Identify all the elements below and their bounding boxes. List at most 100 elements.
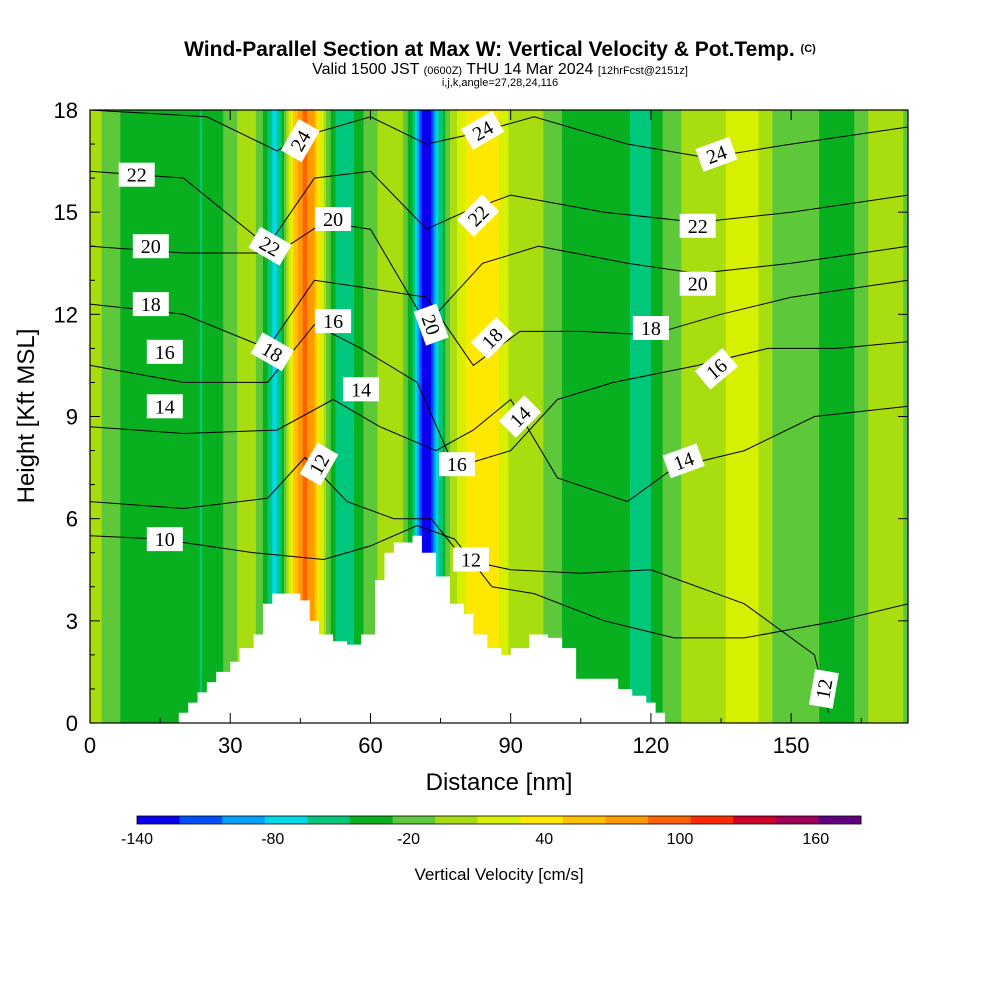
svg-text:16: 16: [447, 454, 467, 476]
velocity-cell: [688, 110, 692, 723]
velocity-cell: [714, 110, 717, 723]
velocity-cell: [590, 110, 594, 723]
velocity-cell: [118, 110, 121, 723]
velocity-cell: [237, 110, 241, 723]
y-axis-label: Height [Kft MSL]: [13, 329, 40, 504]
velocity-cell: [555, 110, 559, 723]
velocity-cell: [351, 110, 355, 723]
velocity-cell: [548, 110, 552, 723]
y-axis: 0 3 6 9 12 15 18: [54, 98, 908, 736]
velocity-cell: [662, 110, 666, 723]
velocity-cell: [393, 110, 397, 723]
velocity-cell: [328, 110, 332, 723]
velocity-cell: [412, 110, 416, 723]
velocity-cell: [307, 110, 311, 723]
velocity-cell: [681, 110, 685, 723]
velocity-cell: [143, 110, 147, 723]
velocity-cell: [470, 110, 474, 723]
velocity-cell: [751, 110, 755, 723]
velocity-cell: [452, 110, 456, 723]
velocity-cell: [809, 110, 813, 723]
colorbar-tick-label: 40: [535, 831, 553, 848]
velocity-cell: [749, 110, 753, 723]
velocity-cell: [494, 110, 498, 723]
velocity-cell: [788, 110, 792, 723]
velocity-cell: [354, 110, 358, 723]
velocity-cell: [685, 110, 689, 723]
colorbar-swatch: [179, 816, 223, 824]
velocity-cell: [122, 110, 126, 723]
x-axis-label: Distance [nm]: [426, 769, 573, 796]
contour-label: 10: [146, 527, 183, 552]
velocity-cell: [129, 110, 133, 723]
contour-label: 22: [118, 162, 155, 187]
colorbar-swatch: [435, 816, 479, 824]
velocity-cell: [851, 110, 855, 723]
velocity-cell: [875, 110, 879, 723]
contour-label: 14: [343, 377, 380, 402]
contour-label: 16: [146, 339, 183, 364]
colorbar-swatch: [648, 816, 692, 824]
velocity-cell: [440, 110, 444, 723]
velocity-cell: [683, 110, 687, 723]
velocity-cell: [340, 110, 344, 723]
svg-text:12: 12: [812, 677, 837, 701]
velocity-cell: [625, 110, 629, 723]
velocity-cell: [365, 110, 369, 723]
velocity-cell: [405, 110, 409, 723]
velocity-cell: [641, 110, 645, 723]
velocity-cell: [461, 110, 465, 723]
velocity-cell: [744, 110, 748, 723]
velocity-cell: [244, 110, 248, 723]
velocity-cell: [583, 110, 587, 723]
velocity-cell: [840, 110, 844, 723]
velocity-cell: [468, 110, 472, 723]
velocity-cell: [856, 110, 860, 723]
velocity-cell: [417, 110, 421, 723]
velocity-cell: [447, 110, 451, 723]
velocity-cell: [225, 110, 229, 723]
velocity-cell: [298, 110, 301, 723]
velocity-cell: [742, 110, 745, 723]
velocity-cell: [449, 110, 453, 723]
velocity-cell: [550, 110, 554, 723]
velocity-cell: [379, 110, 383, 723]
velocity-cell: [627, 110, 631, 723]
svg-text:20: 20: [141, 236, 161, 258]
contour-label: 22: [679, 213, 716, 238]
velocity-cell: [260, 110, 264, 723]
velocity-cell: [828, 110, 832, 723]
svg-text:16: 16: [323, 311, 343, 333]
velocity-cell: [601, 110, 605, 723]
velocity-cell: [232, 110, 236, 723]
velocity-cell: [634, 110, 638, 723]
velocity-cell: [877, 110, 881, 723]
velocity-cell: [538, 110, 542, 723]
velocity-cell: [115, 110, 119, 723]
velocity-cell: [368, 110, 372, 723]
velocity-cell: [664, 110, 668, 723]
contour-label: 16: [315, 309, 352, 334]
velocity-cell: [227, 110, 231, 723]
velocity-cell: [765, 110, 769, 723]
velocity-cell: [632, 110, 636, 723]
velocity-cell: [274, 110, 278, 723]
colorbar: [136, 815, 862, 825]
velocity-cell: [639, 110, 643, 723]
colorbar-tick-label: -140: [121, 831, 153, 848]
velocity-cell: [419, 110, 423, 723]
svg-text:18: 18: [641, 318, 661, 340]
velocity-cell: [487, 110, 491, 723]
velocity-cell: [594, 110, 598, 723]
velocity-cell: [571, 110, 575, 723]
velocity-cell: [781, 110, 785, 723]
velocity-cell: [262, 110, 266, 723]
velocity-cell: [398, 110, 402, 723]
velocity-cell: [410, 110, 414, 723]
velocity-cell: [489, 110, 493, 723]
velocity-cell: [786, 110, 790, 723]
velocity-cell: [849, 110, 853, 723]
colorbar-swatch: [520, 816, 564, 824]
velocity-cell: [807, 110, 811, 723]
velocity-cell: [835, 110, 839, 723]
